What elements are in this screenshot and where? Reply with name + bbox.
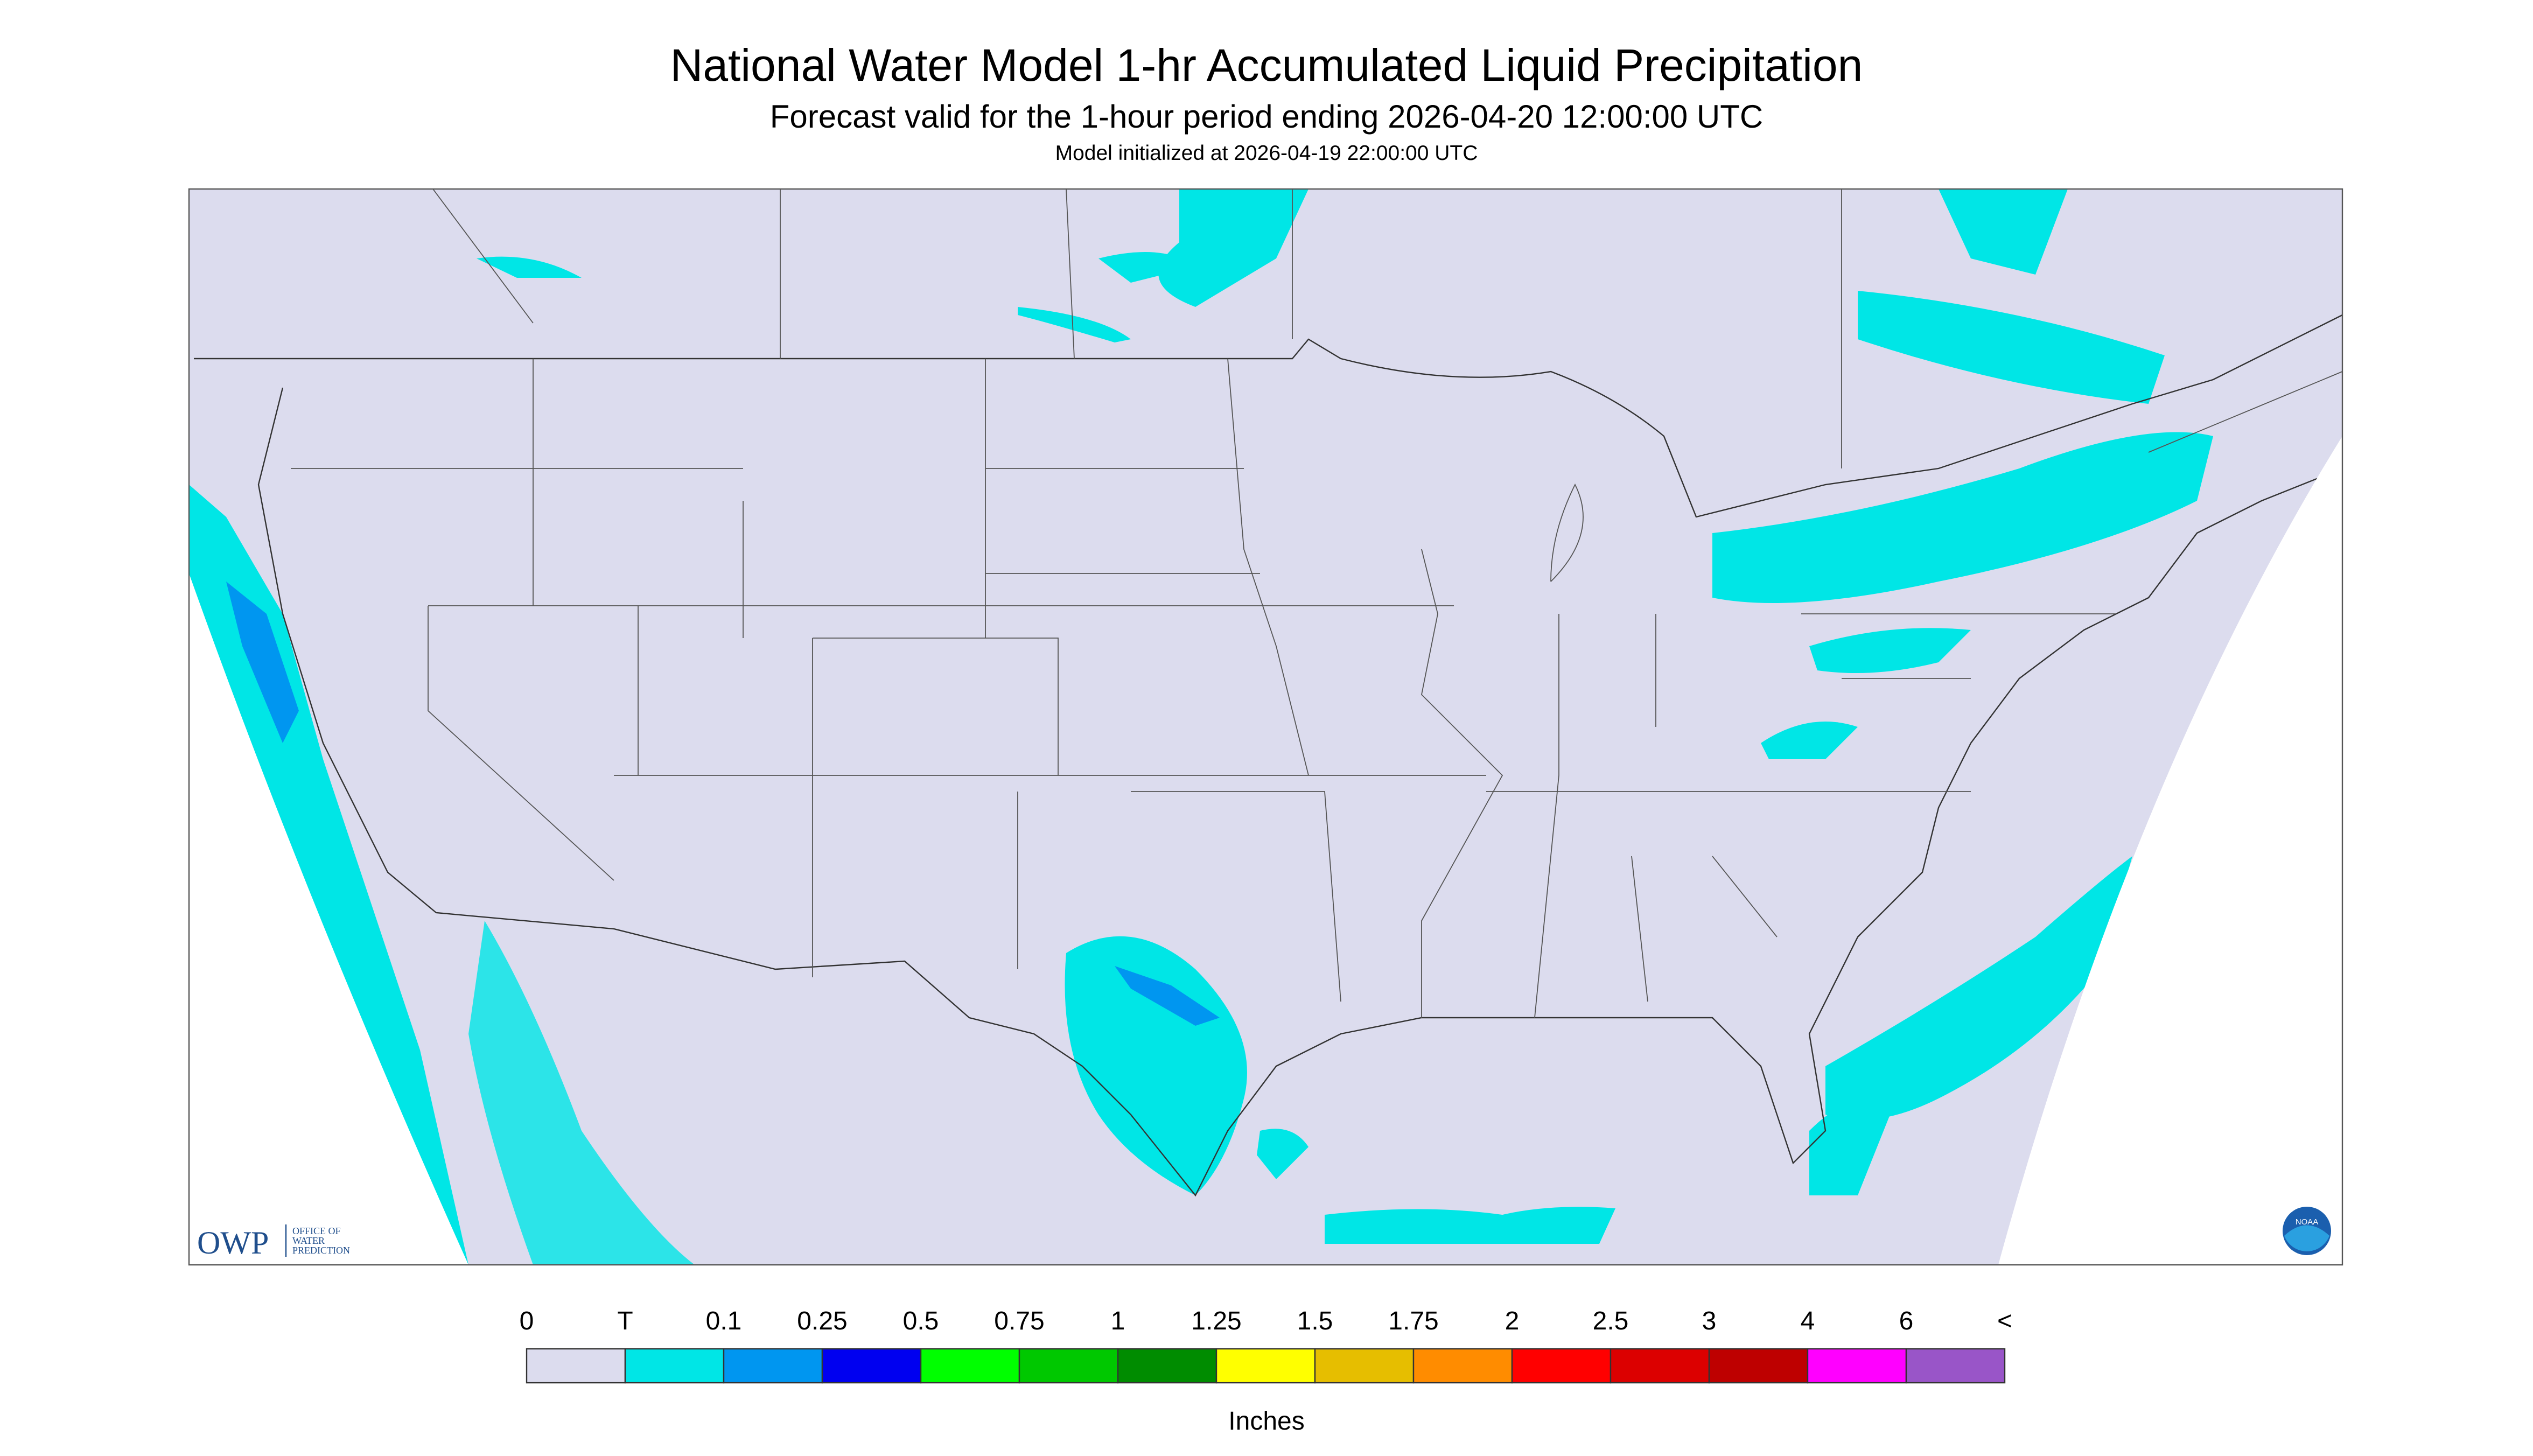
legend-swatch (526, 1348, 626, 1384)
legend-swatch (821, 1348, 922, 1384)
legend-label: 1 (1111, 1307, 1125, 1335)
legend-label: 4 (1801, 1307, 1815, 1335)
legend-unit: Inches (1228, 1407, 1304, 1436)
legend-label: 1.75 (1388, 1307, 1438, 1335)
legend-label: 1.25 (1191, 1307, 1241, 1335)
precip-areas (189, 189, 2213, 1265)
legend-swatch (1215, 1348, 1316, 1384)
legend-label: 0.5 (903, 1307, 939, 1335)
out-of-domain-right (1998, 436, 2342, 1265)
legend-swatch (1511, 1348, 1612, 1384)
legend-label: 1.5 (1297, 1307, 1333, 1335)
map-frame (188, 188, 2343, 1266)
legend: 0 T 0.1 0.25 0.5 0.75 1 1.25 1.5 1.75 2 2.5 3 4 6 < (520, 1307, 2012, 1384)
owp-name: WATER (292, 1235, 325, 1246)
legend-label: 0 (520, 1307, 534, 1335)
legend-swatch (920, 1348, 1020, 1384)
legend-swatch (1117, 1348, 1217, 1384)
legend-label: 2.5 (1593, 1307, 1629, 1335)
legend-swatch (624, 1348, 725, 1384)
legend-label: 2 (1505, 1307, 1520, 1335)
legend-label: 0.25 (797, 1307, 847, 1335)
legend-swatch (1905, 1348, 2006, 1384)
legend-swatch (1708, 1348, 1809, 1384)
out-of-domain-left (189, 573, 468, 1265)
map: OWP OFFICE OF WATER PREDICTION NOAA (188, 188, 2343, 1266)
legend-label: < (1997, 1307, 2012, 1335)
legend-label: 6 (1899, 1307, 1914, 1335)
legend-swatch (1314, 1348, 1415, 1384)
noaa-logo-wave (2284, 1225, 2329, 1251)
legend-label: T (617, 1307, 633, 1335)
legend-swatch (1807, 1348, 1907, 1384)
legend-label: 0.1 (706, 1307, 742, 1335)
init-note: Model initialized at 2026-04-19 22:00:00… (1055, 142, 1478, 165)
title: National Water Model 1-hr Accumulated Li… (670, 40, 1863, 90)
owp-logo: OWP (197, 1225, 269, 1261)
legend-swatch (1018, 1348, 1119, 1384)
noaa-text: NOAA (2296, 1217, 2319, 1227)
boundaries (194, 189, 2342, 1197)
legend-swatch (723, 1348, 823, 1384)
legend-label: 0.75 (994, 1307, 1044, 1335)
legend-swatch (1610, 1348, 1710, 1384)
legend-swatch (1412, 1348, 1513, 1384)
owp-name: OFFICE OF (292, 1226, 341, 1236)
legend-label: 3 (1702, 1307, 1717, 1335)
subtitle: Forecast valid for the 1-hour period end… (770, 99, 1763, 135)
owp-name: PREDICTION (292, 1245, 350, 1256)
